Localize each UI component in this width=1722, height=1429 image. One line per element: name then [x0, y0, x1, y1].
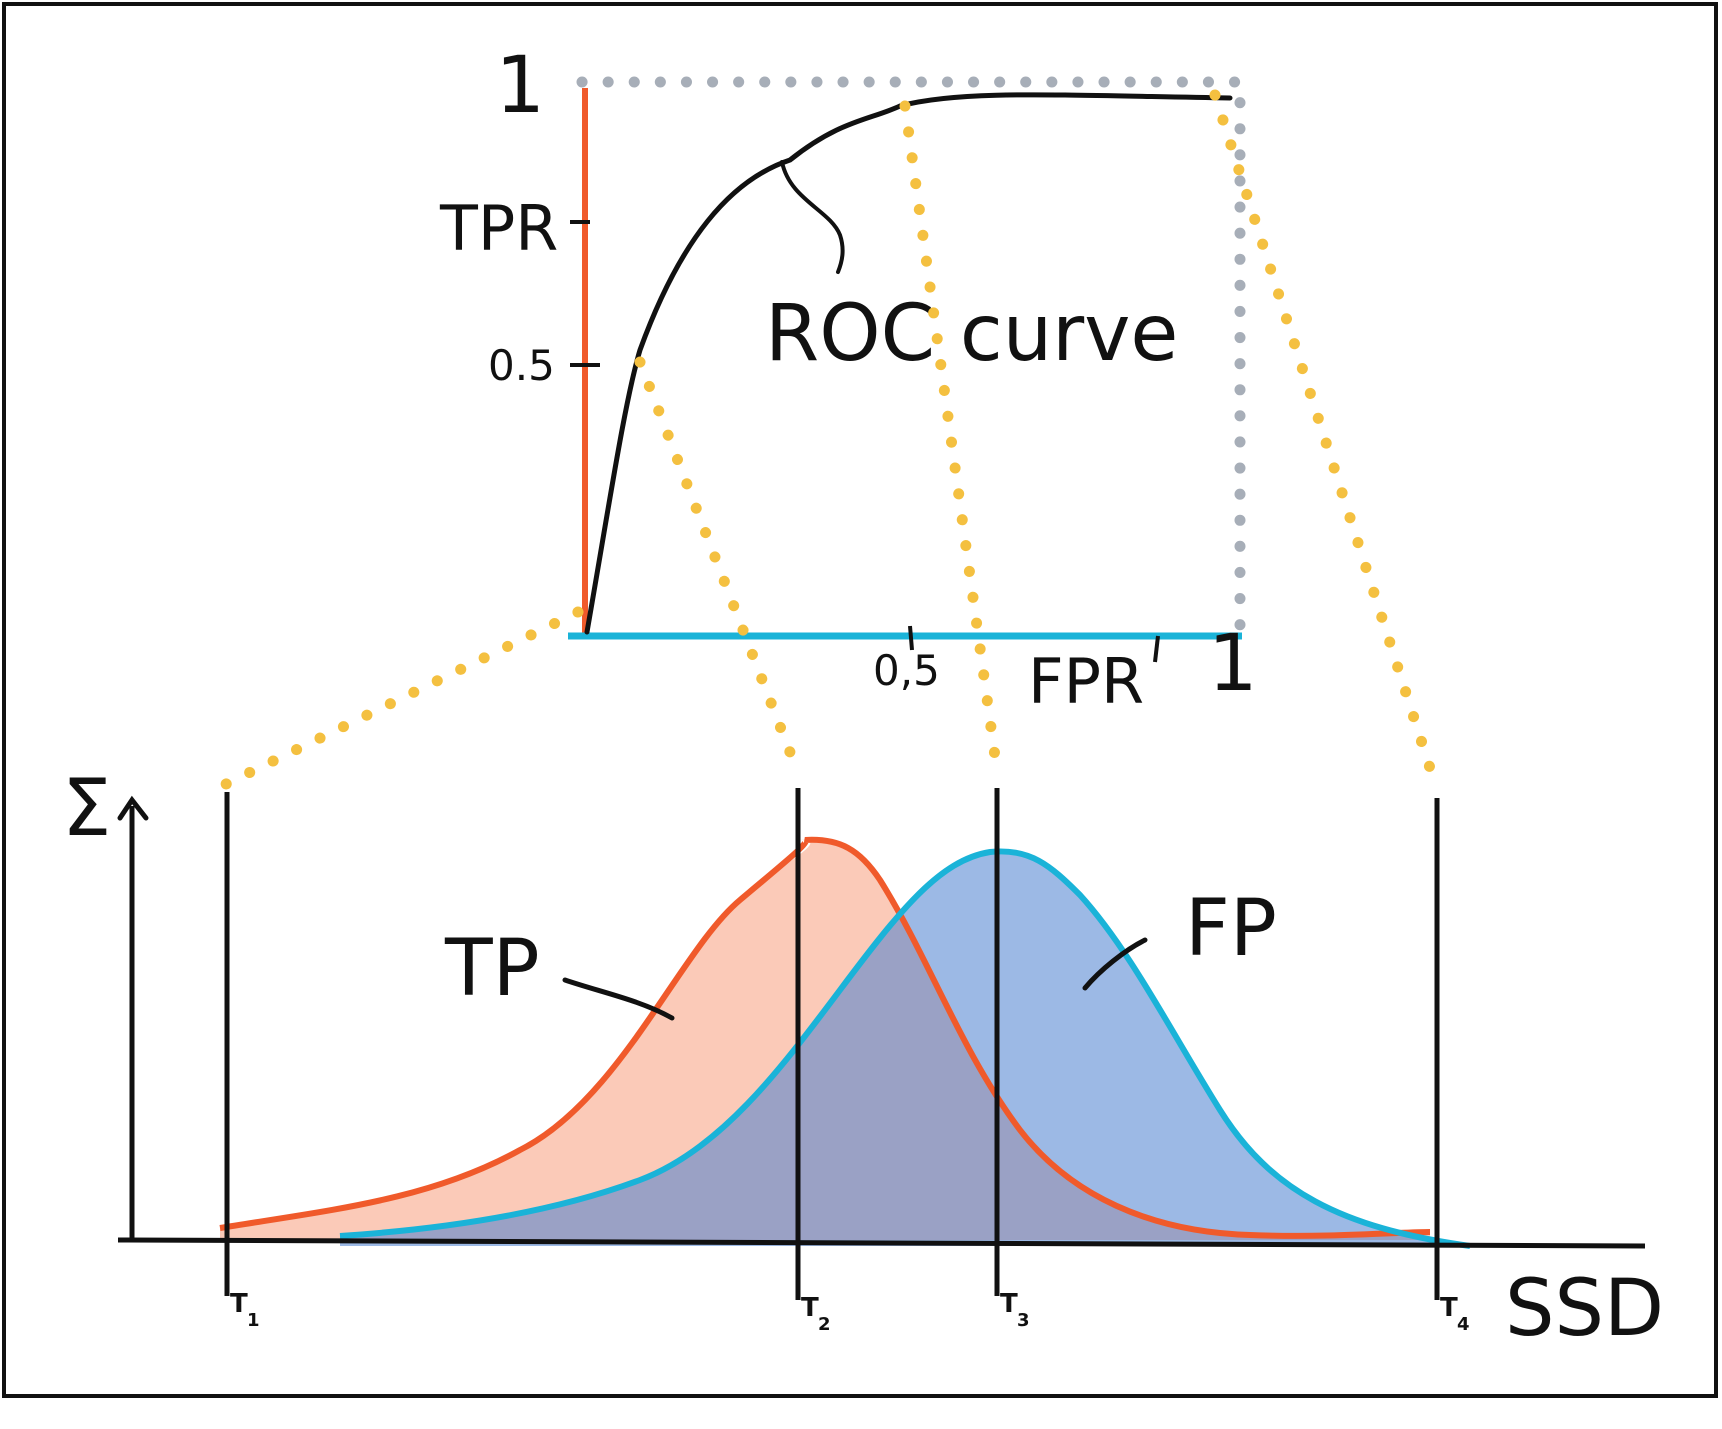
dist-y-label: Σ — [62, 764, 111, 854]
roc-x-label: FPR — [1028, 645, 1144, 718]
svg-text:T: T — [801, 1293, 819, 1323]
threshold-label-t1: T 1 — [230, 1289, 260, 1331]
svg-text:T: T — [1000, 1289, 1018, 1319]
dist-y-arrow — [117, 795, 149, 821]
roc-fpr-tick — [1153, 635, 1160, 663]
svg-text:T: T — [230, 1289, 248, 1319]
fp-fill — [340, 851, 1440, 1246]
threshold-label-t2: T 2 — [801, 1293, 831, 1335]
svg-text:3: 3 — [1017, 1310, 1030, 1331]
fp-label: FP — [1185, 884, 1277, 974]
threshold-connectors — [216, 89, 1443, 796]
roc-y-tick-1: 1 — [495, 41, 545, 131]
connector-t4 — [1209, 89, 1443, 796]
tp-curve — [219, 836, 1431, 1239]
fp-pointer — [1082, 937, 1148, 991]
connector-t2 — [634, 356, 799, 766]
svg-text:T: T — [1440, 1293, 1458, 1323]
threshold-label-t4: T 4 — [1440, 1293, 1470, 1335]
connector-t3 — [899, 100, 1004, 784]
roc-chart: 1 TPR 0.5 0,5 FPR 1 ROC curve — [439, 41, 1258, 718]
roc-curve — [584, 92, 1233, 635]
roc-curve-label: ROC curve — [765, 289, 1178, 379]
svg-text:2: 2 — [818, 1314, 831, 1335]
svg-text:4: 4 — [1457, 1314, 1470, 1335]
roc-dotted-frame — [576, 76, 1246, 638]
dist-x-axis — [117, 1237, 1646, 1249]
outer-frame — [2, 2, 1718, 1398]
svg-text:1: 1 — [247, 1310, 260, 1331]
fp-curve — [339, 848, 1471, 1249]
tp-label: TP — [444, 924, 540, 1014]
threshold-label-t3: T 3 — [1000, 1289, 1030, 1331]
roc-half-tick-x — [908, 625, 914, 651]
dist-x-label: SSD — [1505, 1264, 1664, 1354]
roc-curve-pointer — [780, 160, 845, 274]
roc-x-tick-1: 1 — [1208, 619, 1258, 709]
distribution-chart: Σ SSD TP FP T 1 T 2 T 3 T 4 — [62, 764, 1664, 1354]
roc-x-tick-half: 0,5 — [873, 646, 940, 695]
roc-y-tick-half: 0.5 — [488, 341, 555, 390]
roc-y-label: TPR — [439, 192, 558, 265]
connector-t1 — [216, 606, 584, 792]
tp-pointer — [562, 977, 675, 1021]
